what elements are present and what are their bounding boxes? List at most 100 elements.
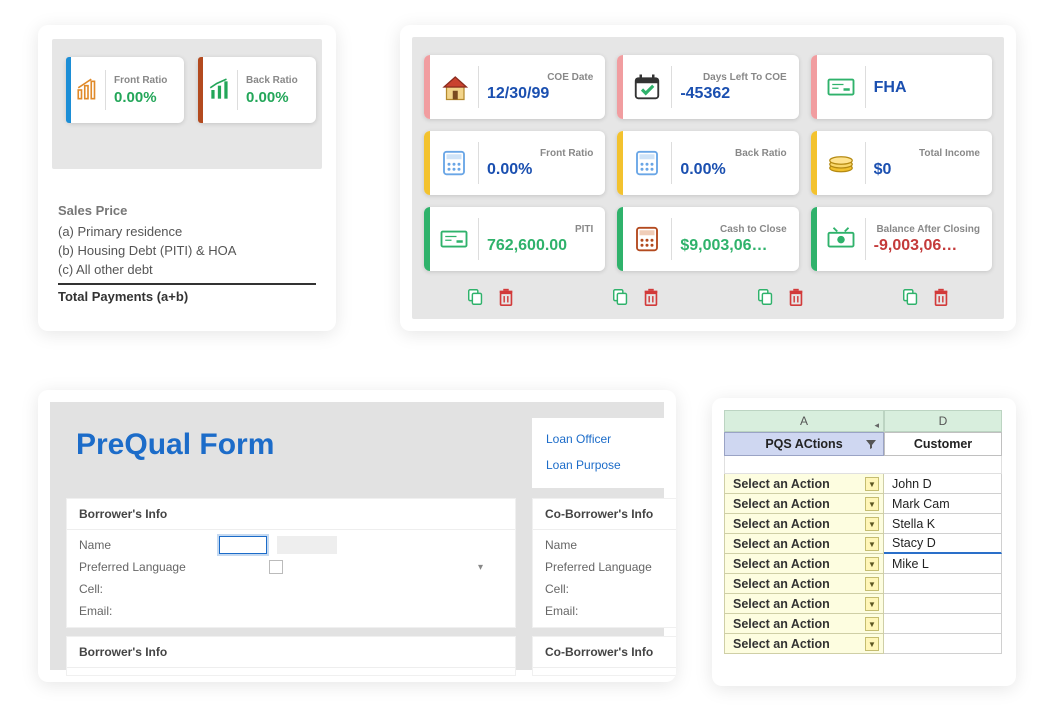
action-cell[interactable]: Select an Action▼ (724, 474, 884, 494)
metric-value: 762,600.00 (487, 237, 597, 255)
borrower-name-input[interactable] (219, 536, 267, 554)
table-row[interactable]: Select an Action▼Stella K (724, 514, 1004, 534)
customer-header[interactable]: Customer (884, 432, 1002, 456)
loan-purpose-link[interactable]: Loan Purpose (546, 452, 676, 478)
table-row[interactable]: Select an Action▼Stacy D (724, 534, 1004, 554)
dropdown-icon[interactable]: ▼ (865, 577, 879, 591)
back-ratio-tile: Back Ratio 0.00% (198, 57, 316, 123)
back-ratio-label: Back Ratio (246, 75, 316, 86)
copy-icon[interactable] (901, 287, 921, 307)
customer-cell[interactable] (884, 594, 1002, 614)
metric-label: Cash to Close (680, 224, 790, 235)
language-checkbox[interactable] (269, 560, 283, 574)
metric-icon (430, 72, 478, 102)
trash-icon[interactable] (641, 287, 661, 307)
prequal-form-card: PreQual Form Loan Officer Loan Purpose B… (38, 390, 676, 682)
copy-icon[interactable] (466, 287, 486, 307)
customer-cell[interactable]: Mike L (884, 554, 1002, 574)
dropdown-icon[interactable]: ▼ (865, 557, 879, 571)
metric-label: Balance After Closing (874, 224, 984, 235)
metric-value: FHA (874, 79, 984, 97)
customer-cell[interactable]: Stella K (884, 514, 1002, 534)
customer-cell[interactable] (884, 614, 1002, 634)
metric-value: 0.00% (487, 161, 597, 179)
metric-label: Front Ratio (487, 148, 597, 159)
readonly-box (277, 536, 337, 554)
language-dropdown[interactable]: ▾ (478, 562, 483, 573)
dropdown-icon[interactable]: ▼ (865, 537, 879, 551)
dropdown-icon[interactable]: ▼ (865, 517, 879, 531)
table-row[interactable]: Select an Action▼ (724, 634, 1004, 654)
customer-cell[interactable]: Mark Cam (884, 494, 1002, 514)
copy-icon[interactable] (611, 287, 631, 307)
borrower-name-row: Name (79, 534, 503, 556)
trash-icon[interactable] (786, 287, 806, 307)
customer-cell[interactable]: John D (884, 474, 1002, 494)
table-header-row: PQS ACtions Customer (724, 432, 1004, 456)
table-row[interactable]: Select an Action▼Mark Cam (724, 494, 1004, 514)
sheet: A◂ D PQS ACtions Customer Select an Acti… (724, 410, 1004, 674)
metric-tile: Total Income$0 (811, 131, 992, 195)
front-ratio-value: 0.00% (114, 89, 184, 106)
dashboard-metrics-card: COE Date 12/30/99 Days Left To COE -45362 FH… (400, 25, 1016, 331)
pqs-actions-header[interactable]: PQS ACtions (724, 432, 884, 456)
borrower-cell-row: Cell: (79, 578, 503, 600)
action-cell[interactable]: Select an Action▼ (724, 634, 884, 654)
trash-icon[interactable] (931, 287, 951, 307)
trash-icon[interactable] (496, 287, 516, 307)
metric-icon (817, 148, 865, 178)
metric-icon (817, 72, 865, 102)
loan-officer-link[interactable]: Loan Officer (546, 426, 676, 452)
dropdown-icon[interactable]: ▼ (865, 617, 879, 631)
metric-tile: Back Ratio0.00% (617, 131, 798, 195)
metric-label: COE Date (487, 72, 597, 83)
metric-tile: PITI 762,600.00 (424, 207, 605, 271)
action-cell[interactable]: Select an Action▼ (724, 574, 884, 594)
action-cell[interactable]: Select an Action▼ (724, 534, 884, 554)
action-cell[interactable]: Select an Action▼ (724, 514, 884, 534)
metric-value: -9,003,06… (874, 237, 984, 255)
customer-cell[interactable]: Stacy D (884, 534, 1002, 554)
metric-value: 12/30/99 (487, 85, 597, 103)
metric-label: PITI (487, 224, 597, 235)
customer-cell[interactable] (884, 574, 1002, 594)
sales-line: (c) All other debt (58, 260, 316, 279)
metric-tile: Balance After Closing -9,003,06… (811, 207, 992, 271)
sales-header: Sales Price (58, 203, 316, 218)
action-cell[interactable]: Select an Action▼ (724, 494, 884, 514)
column-header-d[interactable]: D (884, 410, 1002, 432)
metric-icon (623, 224, 671, 254)
spreadsheet-card: A◂ D PQS ACtions Customer Select an Acti… (712, 398, 1016, 686)
metric-value: -45362 (680, 85, 790, 103)
coborrower-header: Co-Borrower's Info (533, 499, 676, 530)
metric-tile: Front Ratio 0.00% (424, 131, 605, 195)
action-cell[interactable]: Select an Action▼ (724, 554, 884, 574)
metric-tile: FHA (811, 55, 992, 119)
dropdown-icon[interactable]: ▼ (865, 637, 879, 651)
customer-cell[interactable] (884, 634, 1002, 654)
dropdown-icon[interactable]: ▼ (865, 497, 879, 511)
action-cell[interactable]: Select an Action▼ (724, 594, 884, 614)
metric-grid: COE Date 12/30/99 Days Left To COE -45362 FH… (424, 55, 992, 271)
action-cell[interactable]: Select an Action▼ (724, 614, 884, 634)
table-row[interactable]: Select an Action▼John D (724, 474, 1004, 494)
table-row[interactable]: Select an Action▼ (724, 614, 1004, 634)
copy-icon[interactable] (756, 287, 776, 307)
metric-icon (623, 148, 671, 178)
table-row[interactable]: Select an Action▼Mike L (724, 554, 1004, 574)
chart-icon (71, 77, 105, 103)
metric-label: Total Income (874, 148, 984, 159)
dropdown-icon[interactable]: ▼ (865, 477, 879, 491)
table-row[interactable]: Select an Action▼ (724, 574, 1004, 594)
sales-line: (b) Housing Debt (PITI) & HOA (58, 241, 316, 260)
metric-label: Days Left To COE (680, 72, 790, 83)
front-ratio-tile: Front Ratio 0.00% (66, 57, 184, 123)
borrower-panel: Borrower's Info Name Preferred Language … (66, 498, 516, 628)
filter-icon[interactable] (865, 438, 877, 450)
dropdown-icon[interactable]: ▼ (865, 597, 879, 611)
metric-icon (430, 224, 478, 254)
metric-value: $9,003,06… (680, 237, 790, 255)
column-header-a[interactable]: A◂ (724, 410, 884, 432)
table-row[interactable]: Select an Action▼ (724, 594, 1004, 614)
borrower-language-row: Preferred Language ▾ (79, 556, 503, 578)
